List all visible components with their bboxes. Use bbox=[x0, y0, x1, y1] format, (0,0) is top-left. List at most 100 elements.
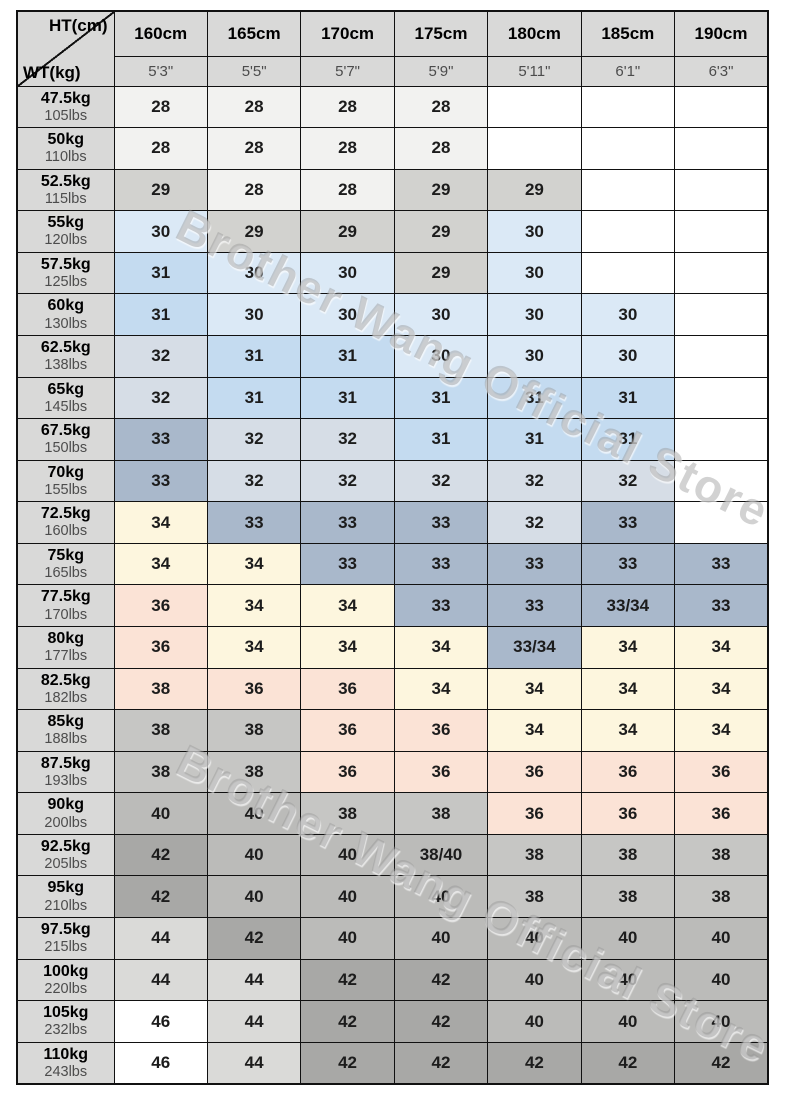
weight-kg-label: 80kg bbox=[47, 630, 84, 648]
weight-header-cell: 82.5kg 182lbs bbox=[16, 667, 115, 711]
weight-lbs-label: 182lbs bbox=[44, 689, 88, 706]
table-row: 97.5kg 215lbs 44 42 40 40 40 40 40 bbox=[16, 917, 769, 960]
size-cell: 33 bbox=[580, 501, 676, 544]
size-cell: 38 bbox=[580, 875, 676, 919]
size-cell: 38 bbox=[206, 750, 302, 794]
table-row: 82.5kg 182lbs 38 36 36 34 34 34 34 bbox=[16, 667, 769, 711]
weight-header-cell: 87.5kg 193lbs bbox=[16, 750, 115, 794]
size-cell: 30 bbox=[206, 251, 302, 295]
size-cell: 32 bbox=[113, 334, 208, 378]
size-cell: 42 bbox=[300, 1000, 395, 1043]
size-cell: 32 bbox=[113, 376, 208, 420]
size-cell bbox=[674, 418, 769, 461]
size-cell: 42 bbox=[393, 1041, 489, 1085]
weight-kg-label: 50kg bbox=[47, 131, 84, 149]
weight-lbs-label: 138lbs bbox=[44, 357, 88, 374]
height-header-cell: 175cm bbox=[393, 10, 489, 57]
corner-cell: HT(cm) WT(kg) bbox=[16, 10, 115, 87]
table-row: 57.5kg 125lbs 31 30 30 29 30 bbox=[16, 251, 769, 295]
size-cell: 33 bbox=[393, 584, 489, 628]
feet-header-cell: 5'11" bbox=[487, 55, 582, 87]
size-cell: 31 bbox=[580, 376, 676, 420]
weight-kg-label: 87.5kg bbox=[40, 754, 91, 772]
feet-header-cell: 5'5" bbox=[206, 55, 302, 87]
size-cell: 28 bbox=[393, 85, 489, 129]
size-cell: 42 bbox=[300, 958, 395, 1002]
size-cell: 40 bbox=[300, 875, 395, 919]
weight-kg-label: 65kg bbox=[47, 380, 84, 398]
feet-header-cell: 6'1" bbox=[580, 55, 676, 87]
ht-cm-label: HT(cm) bbox=[48, 16, 108, 35]
size-cell: 46 bbox=[113, 1000, 208, 1043]
size-cell: 38/40 bbox=[393, 833, 489, 877]
size-cell: 36 bbox=[487, 750, 582, 794]
size-cell: 42 bbox=[113, 833, 208, 877]
weight-kg-label: 75kg bbox=[47, 546, 84, 564]
weight-header-cell: 110kg 243lbs bbox=[16, 1041, 115, 1085]
table-row: 85kg 188lbs 38 38 36 36 34 34 34 bbox=[16, 709, 769, 752]
size-cell: 38 bbox=[206, 709, 302, 752]
size-cell: 36 bbox=[674, 792, 769, 835]
size-cell: 36 bbox=[674, 750, 769, 794]
size-cell: 29 bbox=[487, 168, 582, 212]
size-cell: 28 bbox=[393, 127, 489, 170]
weight-kg-label: 55kg bbox=[47, 214, 84, 232]
size-cell bbox=[580, 85, 676, 129]
size-cell: 42 bbox=[113, 875, 208, 919]
size-cell: 36 bbox=[300, 667, 395, 711]
size-cell: 29 bbox=[300, 210, 395, 253]
weight-header-cell: 62.5kg 138lbs bbox=[16, 334, 115, 378]
size-cell: 33 bbox=[487, 584, 582, 628]
table-row: 90kg 200lbs 40 40 38 38 36 36 36 bbox=[16, 792, 769, 835]
size-cell bbox=[674, 251, 769, 295]
weight-kg-label: 82.5kg bbox=[40, 671, 91, 689]
size-cell: 36 bbox=[300, 709, 395, 752]
size-cell: 34 bbox=[487, 709, 582, 752]
weight-lbs-label: 130lbs bbox=[44, 315, 88, 332]
feet-header-cell: 5'7" bbox=[300, 55, 395, 87]
weight-kg-label: 85kg bbox=[47, 713, 84, 731]
size-cell: 38 bbox=[487, 833, 582, 877]
weight-lbs-label: 145lbs bbox=[44, 398, 88, 415]
weight-header-cell: 57.5kg 125lbs bbox=[16, 251, 115, 295]
size-cell bbox=[674, 210, 769, 253]
weight-lbs-label: 232lbs bbox=[44, 1022, 88, 1039]
weight-kg-label: 77.5kg bbox=[40, 588, 91, 606]
weight-kg-label: 57.5kg bbox=[40, 255, 91, 273]
header-row-ft: 5'3" 5'5" 5'7" 5'9" 5'11" 6'1" 6'3" bbox=[17, 55, 769, 87]
height-header-cell: 190cm bbox=[674, 10, 769, 57]
size-cell: 36 bbox=[300, 750, 395, 794]
size-cell: 36 bbox=[487, 792, 582, 835]
weight-lbs-label: 210lbs bbox=[44, 897, 88, 914]
size-cell: 32 bbox=[393, 459, 489, 503]
size-cell: 42 bbox=[487, 1041, 582, 1085]
table-row: 92.5kg 205lbs 42 40 40 38/40 38 38 38 bbox=[16, 833, 769, 877]
size-cell: 33/34 bbox=[487, 626, 582, 669]
size-cell: 38 bbox=[113, 750, 208, 794]
size-cell: 33 bbox=[300, 542, 395, 586]
size-cell: 34 bbox=[206, 542, 302, 586]
size-cell: 40 bbox=[487, 958, 582, 1002]
size-cell: 38 bbox=[393, 792, 489, 835]
size-cell: 32 bbox=[487, 501, 582, 544]
size-cell: 33 bbox=[113, 418, 208, 461]
weight-lbs-label: 188lbs bbox=[44, 731, 88, 748]
size-cell: 36 bbox=[580, 792, 676, 835]
size-cell: 31 bbox=[393, 376, 489, 420]
wt-kg-label: WT(kg) bbox=[23, 62, 81, 82]
weight-header-cell: 47.5kg 105lbs bbox=[16, 85, 115, 129]
size-cell: 31 bbox=[113, 251, 208, 295]
size-cell bbox=[674, 376, 769, 420]
weight-header-cell: 97.5kg 215lbs bbox=[16, 917, 115, 960]
size-cell: 44 bbox=[113, 917, 208, 960]
size-cell bbox=[674, 334, 769, 378]
weight-kg-label: 72.5kg bbox=[40, 505, 91, 523]
size-cell: 32 bbox=[487, 459, 582, 503]
weight-kg-label: 90kg bbox=[47, 796, 84, 814]
size-cell: 33 bbox=[113, 459, 208, 503]
size-cell bbox=[674, 127, 769, 170]
size-cell: 33/34 bbox=[580, 584, 676, 628]
weight-header-cell: 60kg 130lbs bbox=[16, 293, 115, 336]
size-cell: 42 bbox=[206, 917, 302, 960]
